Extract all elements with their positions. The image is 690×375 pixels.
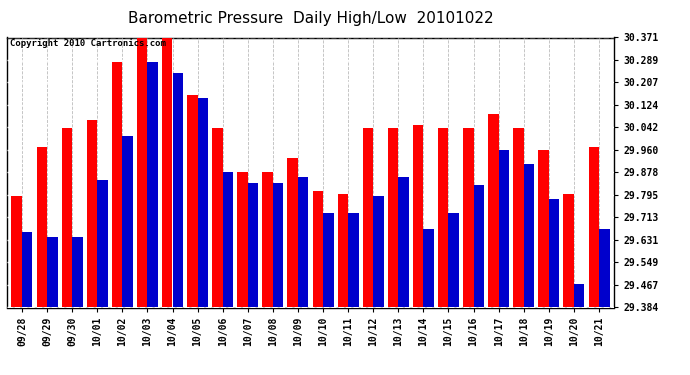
- Bar: [313, 191, 323, 308]
- Bar: [513, 128, 524, 308]
- Bar: [448, 213, 459, 308]
- Bar: [172, 74, 183, 308]
- Bar: [549, 199, 560, 308]
- Bar: [248, 183, 258, 308]
- Bar: [398, 177, 409, 308]
- Bar: [499, 150, 509, 308]
- Bar: [288, 158, 298, 308]
- Bar: [223, 172, 233, 308]
- Bar: [323, 213, 333, 308]
- Bar: [187, 95, 197, 308]
- Bar: [438, 128, 449, 308]
- Bar: [237, 172, 248, 308]
- Bar: [298, 177, 308, 308]
- Bar: [373, 196, 384, 308]
- Bar: [388, 128, 398, 308]
- Bar: [524, 164, 534, 308]
- Bar: [337, 194, 348, 308]
- Bar: [488, 114, 499, 308]
- Bar: [589, 147, 599, 308]
- Bar: [87, 120, 97, 308]
- Bar: [262, 172, 273, 308]
- Text: Barometric Pressure  Daily High/Low  20101022: Barometric Pressure Daily High/Low 20101…: [128, 11, 493, 26]
- Bar: [72, 237, 83, 308]
- Bar: [273, 183, 284, 308]
- Bar: [463, 128, 473, 308]
- Bar: [197, 98, 208, 308]
- Bar: [538, 150, 549, 308]
- Bar: [12, 196, 22, 308]
- Bar: [97, 180, 108, 308]
- Bar: [363, 128, 373, 308]
- Bar: [599, 229, 609, 308]
- Bar: [137, 38, 148, 308]
- Bar: [112, 62, 122, 308]
- Bar: [122, 136, 133, 308]
- Bar: [348, 213, 359, 308]
- Bar: [61, 128, 72, 308]
- Bar: [22, 232, 32, 308]
- Bar: [47, 237, 57, 308]
- Bar: [424, 229, 434, 308]
- Bar: [162, 38, 172, 308]
- Bar: [413, 125, 424, 308]
- Text: Copyright 2010 Cartronics.com: Copyright 2010 Cartronics.com: [10, 39, 166, 48]
- Bar: [37, 147, 47, 308]
- Bar: [564, 194, 574, 308]
- Bar: [212, 128, 223, 308]
- Bar: [473, 186, 484, 308]
- Bar: [574, 284, 584, 308]
- Bar: [148, 62, 158, 308]
